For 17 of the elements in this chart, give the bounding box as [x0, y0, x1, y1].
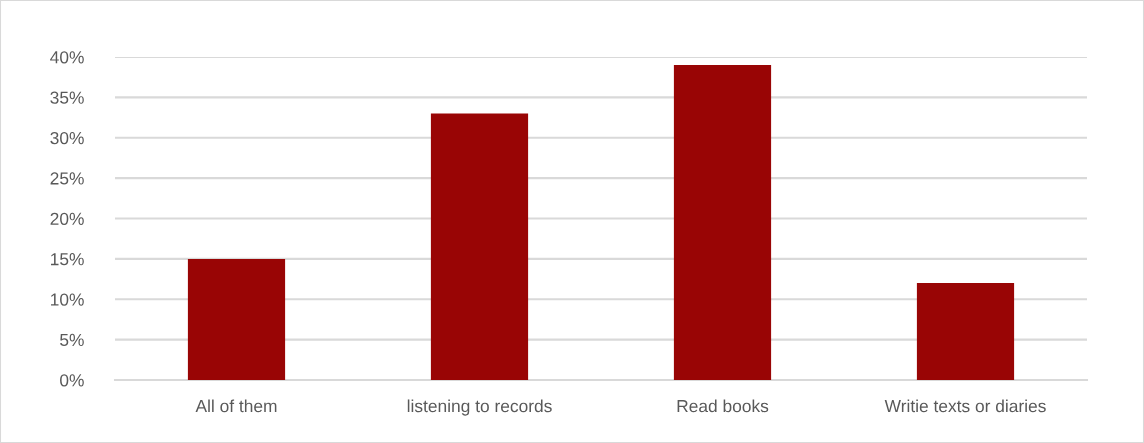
y-tick-label: 5%	[60, 333, 84, 347]
bar	[916, 283, 1015, 380]
y-tick-label: 40%	[50, 51, 84, 64]
bar	[187, 258, 286, 380]
x-tick-label: Writie texts or diaries	[884, 399, 1046, 413]
bar	[430, 113, 529, 380]
y-tick-label: 15%	[51, 253, 84, 266]
y-tick-label: 0%	[60, 374, 84, 387]
y-tick-label: 10%	[51, 293, 84, 306]
y-tick-label: 35%	[50, 91, 84, 104]
x-tick-label: Read books	[677, 399, 769, 413]
x-tick-label: listening to records	[407, 399, 552, 416]
x-tick-label: All of them	[195, 399, 277, 413]
bar	[673, 65, 772, 380]
y-tick-label: 30%	[50, 131, 84, 145]
y-tick-label: 25%	[50, 172, 84, 185]
y-tick-label: 20%	[50, 212, 84, 225]
